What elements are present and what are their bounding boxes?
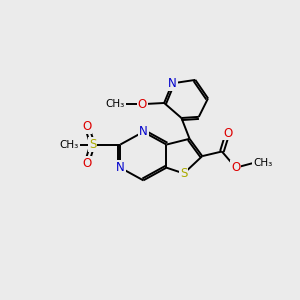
- Text: S: S: [89, 138, 96, 151]
- Text: O: O: [138, 98, 147, 111]
- Text: CH₃: CH₃: [60, 140, 79, 150]
- Text: N: N: [168, 77, 177, 90]
- Text: O: O: [82, 120, 92, 133]
- Text: O: O: [223, 127, 232, 140]
- Text: CH₃: CH₃: [253, 158, 272, 168]
- Text: S: S: [180, 167, 188, 180]
- Text: O: O: [82, 157, 92, 169]
- Text: CH₃: CH₃: [106, 99, 125, 109]
- Text: N: N: [139, 125, 148, 138]
- Text: O: O: [231, 161, 240, 174]
- Text: N: N: [116, 161, 124, 174]
